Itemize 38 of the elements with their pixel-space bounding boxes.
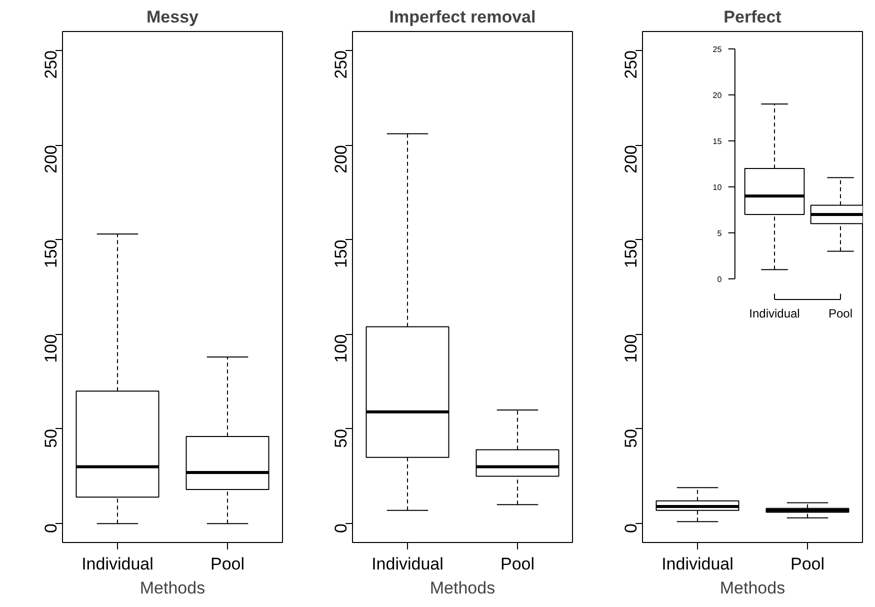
y-tick-label: 200 [622,145,640,174]
x-tick-label: Individual [82,554,154,574]
x-axis-title: Methods [140,578,206,598]
y-tick-label: 0 [622,524,640,534]
y-tick-label: 10 [712,182,722,192]
y-tick-label: 250 [622,50,640,79]
y-tick-label: 100 [42,334,60,363]
y-tick-label: 25 [712,44,722,54]
x-tick-label: Pool [500,554,535,574]
y-tick-label: 100 [622,334,640,363]
y-tick-label: 150 [42,240,60,268]
chart-title: Messy [146,8,200,26]
y-tick-label: 150 [622,240,640,268]
chart-title: Imperfect removal [389,8,536,26]
y-tick-label: 150 [332,240,350,268]
x-tick-label: Pool [790,554,825,574]
x-tick-label: Individual [749,306,800,320]
y-tick-label: 50 [332,428,350,448]
y-tick-label: 5 [717,228,722,238]
y-tick-label: 50 [622,428,640,448]
y-tick-label: 15 [712,136,722,146]
chart-title: Perfect [724,8,782,26]
y-tick-label: 100 [332,334,350,363]
x-tick-label: Pool [210,554,245,574]
y-tick-label: 0 [332,524,350,534]
x-tick-label: Individual [372,554,444,574]
y-tick-label: 200 [42,145,60,174]
y-tick-label: 0 [717,274,722,284]
y-tick-label: 200 [332,145,350,174]
y-tick-label: 250 [42,50,60,79]
x-axis-title: Methods [430,578,496,598]
y-tick-label: 50 [42,428,60,448]
x-tick-label: Pool [828,306,853,320]
x-tick-label: Individual [662,554,734,574]
y-tick-label: 20 [712,90,722,100]
y-tick-label: 0 [42,524,60,534]
y-tick-label: 250 [332,50,350,79]
x-axis-title: Methods [720,578,786,598]
